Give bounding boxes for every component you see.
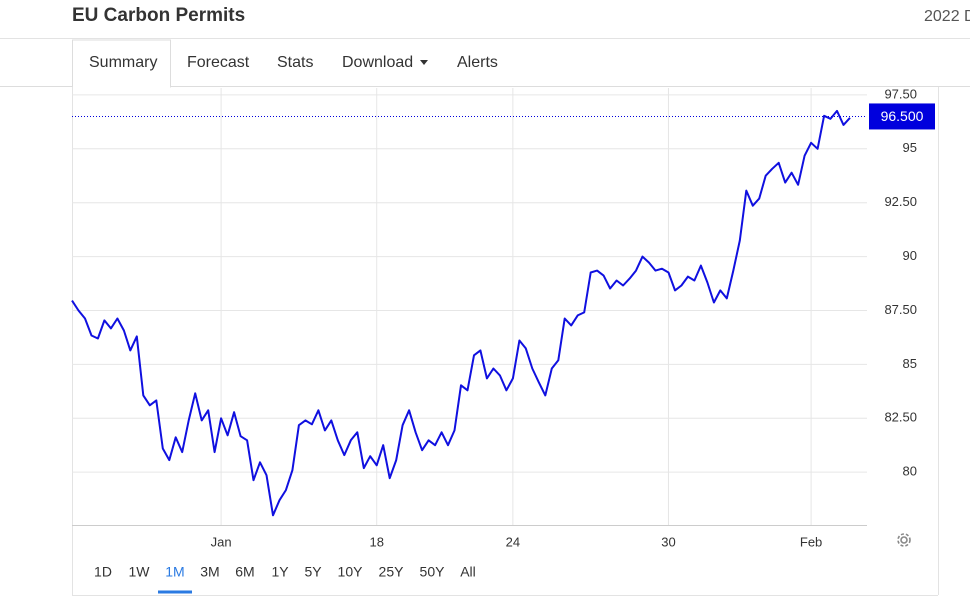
range-button[interactable]: 1W (129, 564, 151, 580)
y-tick-label: 90 (903, 248, 917, 263)
tab[interactable]: Download (342, 54, 413, 71)
settings-icon[interactable] (897, 533, 911, 547)
tab[interactable]: Summary (89, 54, 157, 71)
x-tick-label: 18 (369, 534, 383, 549)
header-date: 2022 D (924, 8, 970, 25)
range-button[interactable]: 5Y (304, 564, 322, 580)
tab[interactable]: Alerts (457, 54, 498, 71)
tab[interactable]: Stats (277, 54, 313, 71)
active-tab-cover (73, 84, 170, 89)
page-title: EU Carbon Permits (72, 5, 245, 26)
active-tab-box (72, 39, 171, 88)
x-tick-label: Feb (800, 534, 822, 549)
y-tick-label: 87.50 (884, 302, 917, 317)
y-tick-label: 95 (903, 140, 917, 155)
range-button[interactable]: 6M (235, 564, 254, 580)
range-button[interactable]: 50Y (420, 564, 446, 580)
last-price-label: 96.500 (881, 108, 924, 124)
range-button[interactable]: 25Y (379, 564, 405, 580)
tab[interactable]: Forecast (187, 54, 250, 71)
x-tick-label: Jan (211, 534, 232, 549)
y-tick-label: 85 (903, 356, 917, 371)
price-line (71, 109, 851, 517)
y-tick-label: 80 (903, 464, 917, 479)
range-button[interactable]: 10Y (338, 564, 364, 580)
dropdown-caret (420, 60, 428, 65)
range-button[interactable]: 1D (94, 564, 112, 580)
range-button[interactable]: 1M (165, 564, 184, 580)
range-button[interactable]: 3M (200, 564, 219, 580)
x-tick-label: 30 (661, 534, 675, 549)
y-tick-label: 97.50 (884, 86, 917, 101)
y-tick-label: 82.50 (884, 410, 917, 425)
x-tick-label: 24 (506, 534, 520, 549)
range-button[interactable]: All (460, 564, 476, 580)
range-button[interactable]: 1Y (271, 564, 289, 580)
y-tick-label: 92.50 (884, 194, 917, 209)
last-price-tag (869, 103, 935, 130)
